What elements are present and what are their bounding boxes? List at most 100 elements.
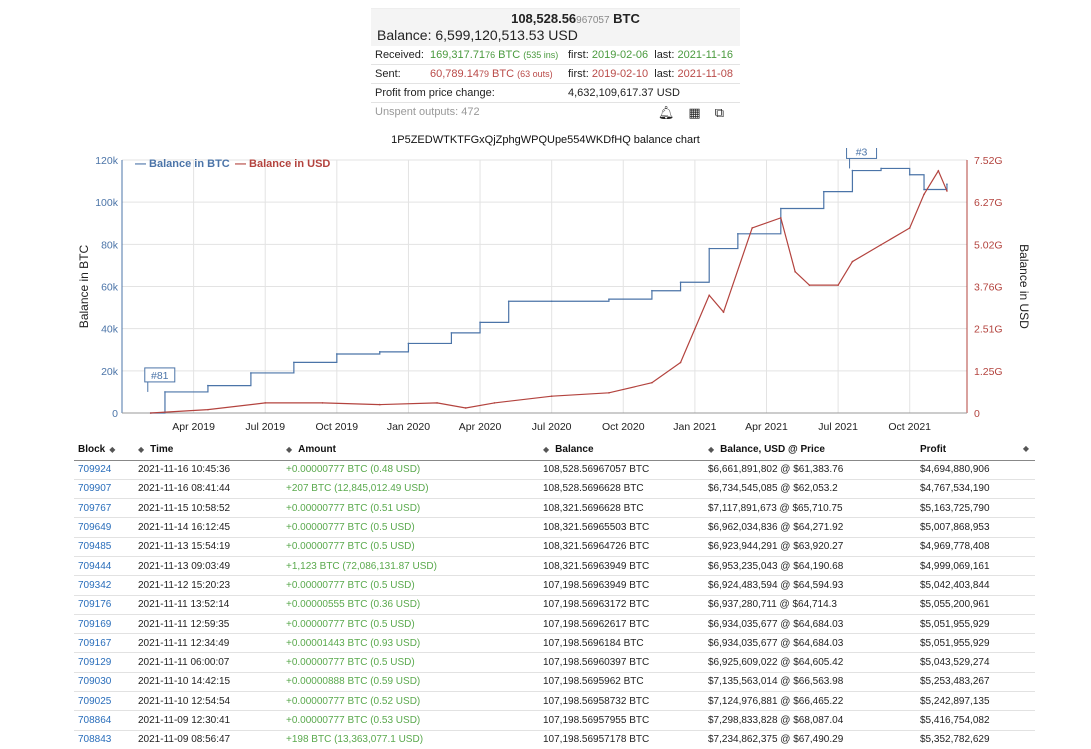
block-link[interactable]: 709767 bbox=[78, 502, 112, 514]
block-cell[interactable]: 709907 bbox=[74, 479, 138, 500]
block-cell[interactable]: 709649 bbox=[74, 517, 138, 538]
block-link[interactable]: 709169 bbox=[78, 618, 112, 630]
block-link[interactable]: 709444 bbox=[78, 560, 112, 572]
amount-cell: +0.00001443 BTC (0.93 USD) bbox=[286, 633, 543, 654]
block-link[interactable]: 709907 bbox=[78, 483, 112, 495]
balance-usd: Balance: 6,599,120,513.53 USD bbox=[377, 27, 578, 43]
time-cell: 2021-11-11 12:59:35 bbox=[138, 614, 286, 635]
block-cell[interactable]: 709129 bbox=[74, 652, 138, 673]
table-row: 709129 2021-11-11 06:00:07 +0.00000777 BTC… bbox=[74, 652, 1035, 673]
col-amount[interactable]: ◆ Amount bbox=[286, 440, 543, 461]
profit-cell: $5,163,725,790 bbox=[920, 498, 1035, 519]
chart-series bbox=[149, 167, 948, 414]
time-cell: 2021-11-16 10:45:36 bbox=[138, 460, 286, 480]
usd-point bbox=[708, 294, 711, 297]
balance-usd-cell: $7,135,563,014 @ $66,563.98 bbox=[708, 672, 920, 693]
block-cell[interactable]: 709485 bbox=[74, 537, 138, 557]
usd-point bbox=[851, 260, 854, 263]
x-tick-label: Jul 2020 bbox=[532, 421, 572, 433]
block-cell[interactable]: 709924 bbox=[74, 460, 138, 480]
block-link[interactable]: 708864 bbox=[78, 715, 112, 726]
balance-btc: 108,528.56967057 BTC bbox=[375, 11, 736, 26]
block-cell[interactable]: 709167 bbox=[74, 633, 138, 654]
profit-cell: $4,694,880,906 bbox=[920, 460, 1035, 480]
col-time[interactable]: ◆ Time bbox=[138, 440, 286, 461]
action-icons: 🔔︎ ▦ ⧉ bbox=[658, 103, 724, 122]
block-link[interactable]: 709030 bbox=[78, 676, 112, 688]
unspent-row: Unspent outputs: 472 🔔︎ ▦ ⧉ bbox=[371, 103, 740, 122]
btc-point bbox=[207, 384, 209, 387]
block-cell[interactable]: 709767 bbox=[74, 498, 138, 519]
profit-cell: $5,416,754,082 bbox=[920, 710, 1035, 731]
profit-cell: $5,007,868,953 bbox=[920, 517, 1035, 538]
btc-point bbox=[550, 300, 553, 303]
time-cell: 2021-11-09 12:30:41 bbox=[138, 710, 286, 731]
col-balance-usd[interactable]: ◆ Balance, USD @ Price bbox=[708, 440, 920, 461]
block-cell[interactable]: 709030 bbox=[74, 672, 138, 693]
sent-amount: 60,789.1479 BTC (63 outs) bbox=[430, 68, 553, 80]
time-cell: 2021-11-16 08:41:44 bbox=[138, 479, 286, 500]
balance-cell: 107,198.56958732 BTC bbox=[543, 691, 708, 712]
usd-point bbox=[694, 328, 696, 330]
balance-chart: Apr 2019 Jul 2019 Oct 2019 Jan 2020 Apr 2020… bbox=[77, 148, 1031, 433]
received-amount: 169,317.7176 BTC (535 ins) bbox=[430, 49, 559, 61]
usd-point bbox=[321, 402, 324, 404]
block-cell[interactable]: 709444 bbox=[74, 556, 138, 577]
block-link[interactable]: 709649 bbox=[78, 522, 112, 534]
btc-point bbox=[293, 361, 295, 364]
block-cell[interactable]: 709176 bbox=[74, 595, 138, 615]
usd-point bbox=[436, 402, 438, 404]
block-cell[interactable]: 709025 bbox=[74, 691, 138, 712]
col-balance[interactable]: ◆ Balance bbox=[543, 440, 708, 461]
col-profit[interactable]: Profit ◆ bbox=[920, 440, 1035, 461]
block-link[interactable]: 709129 bbox=[78, 657, 112, 669]
btc-point bbox=[378, 351, 381, 353]
balance-usd-cell: $7,124,976,881 @ $66,465.22 bbox=[708, 691, 920, 712]
balance-cell: 108,528.5696628 BTC bbox=[543, 479, 708, 500]
copy-icon[interactable]: ⧉ bbox=[714, 104, 724, 120]
address-summary: 108,528.56967057 BTC Balance: 6,599,120,… bbox=[371, 8, 740, 122]
block-link[interactable]: 709342 bbox=[78, 579, 112, 591]
sort-icon[interactable]: ◆ bbox=[138, 445, 145, 455]
profit-cell: $4,999,069,161 bbox=[920, 556, 1035, 577]
profit-cell: $5,352,782,629 bbox=[920, 730, 1035, 749]
usd-point bbox=[608, 392, 610, 394]
sort-icon[interactable]: ◆ bbox=[543, 445, 550, 455]
profit-cell: $5,051,955,929 bbox=[920, 633, 1035, 654]
sort-icon[interactable]: ◆ bbox=[286, 445, 293, 455]
balance-usd-cell: $6,924,483,594 @ $64,594.93 bbox=[708, 575, 920, 596]
btc-point bbox=[908, 173, 911, 176]
block-link[interactable]: 709167 bbox=[78, 637, 112, 649]
block-link[interactable]: 709176 bbox=[78, 599, 112, 611]
received-row: Received: 169,317.7176 BTC (535 ins) fir… bbox=[371, 46, 740, 65]
y-right-tick-label: 0 bbox=[974, 408, 980, 420]
balance-header: 108,528.56967057 BTC Balance: 6,599,120,… bbox=[371, 8, 740, 46]
block-link[interactable]: 708843 bbox=[78, 734, 112, 746]
balance-cell: 108,321.56964726 BTC bbox=[543, 537, 708, 557]
usd-point bbox=[493, 402, 496, 404]
time-cell: 2021-11-09 08:56:47 bbox=[138, 730, 286, 749]
unspent-label: Unspent outputs: 472 bbox=[375, 106, 480, 118]
qr-code-icon[interactable]: ▦ bbox=[688, 104, 701, 120]
block-link[interactable]: 709485 bbox=[78, 541, 112, 553]
bell-icon[interactable]: 🔔︎ bbox=[657, 104, 675, 120]
block-cell[interactable]: 708864 bbox=[74, 710, 138, 731]
usd-point bbox=[837, 284, 839, 286]
profit-label: Profit from price change: bbox=[375, 87, 495, 99]
btc-point bbox=[923, 188, 925, 191]
y-right-axis-title: Balance in USD bbox=[1017, 244, 1031, 329]
usd-series-line bbox=[150, 169, 948, 414]
usd-point bbox=[651, 381, 653, 384]
block-link[interactable]: 709924 bbox=[78, 464, 112, 476]
x-tick-label: Jul 2021 bbox=[818, 421, 858, 433]
block-cell[interactable]: 709169 bbox=[74, 614, 138, 635]
block-link[interactable]: 709025 bbox=[78, 695, 112, 707]
amount-cell: +0.00000777 BTC (0.48 USD) bbox=[286, 460, 543, 480]
usd-point bbox=[207, 408, 209, 411]
block-cell[interactable]: 708843 bbox=[74, 730, 138, 749]
col-block[interactable]: Block ◆ bbox=[74, 440, 138, 461]
block-cell[interactable]: 709342 bbox=[74, 575, 138, 596]
btc-point bbox=[608, 298, 610, 300]
usd-point bbox=[751, 227, 753, 229]
sort-icon[interactable]: ◆ bbox=[708, 445, 715, 455]
